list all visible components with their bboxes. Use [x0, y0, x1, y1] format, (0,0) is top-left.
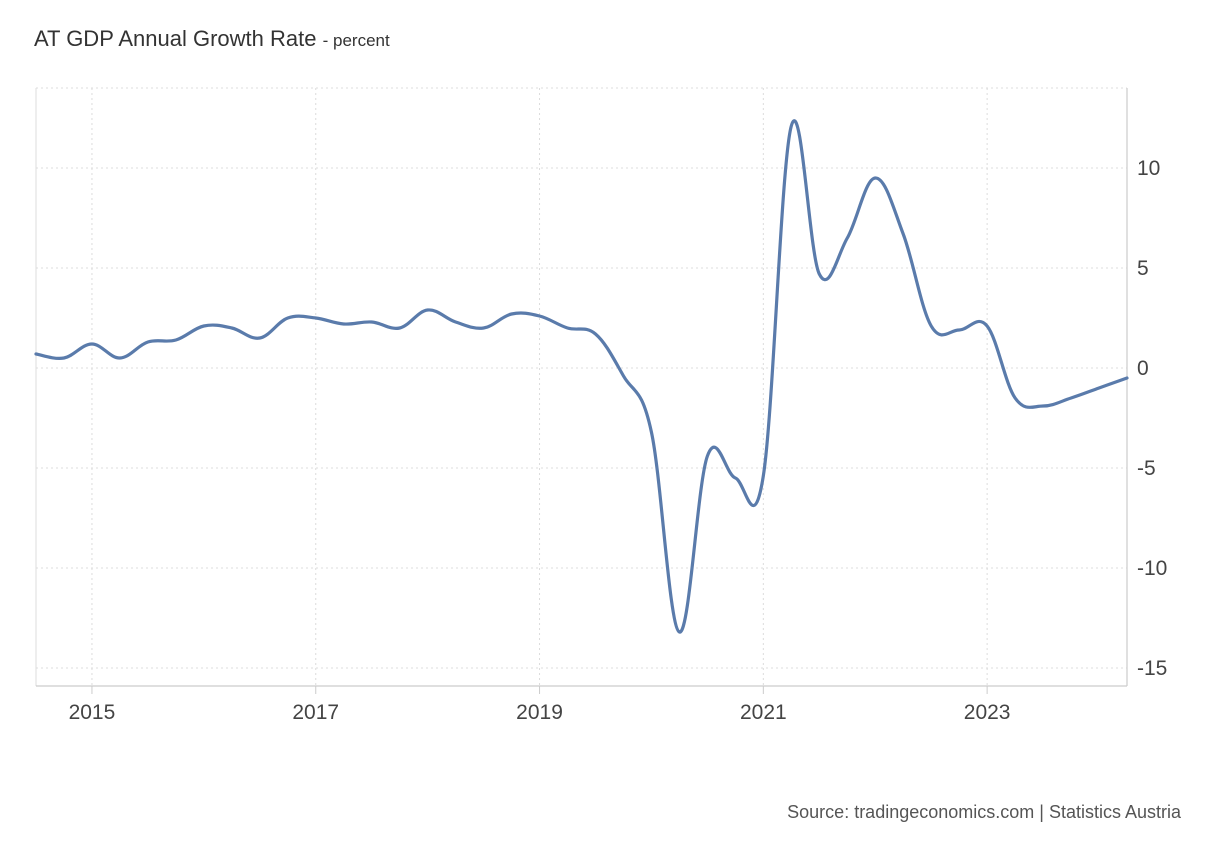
chart-title-text: AT GDP Annual Growth Rate — [34, 26, 317, 51]
x-tick-label: 2017 — [292, 701, 339, 724]
chart-unit-label: - percent — [322, 31, 390, 50]
y-tick-label: 5 — [1137, 257, 1149, 280]
axes — [36, 88, 1128, 694]
x-tick-label: 2019 — [516, 701, 563, 724]
grid-lines — [35, 87, 1127, 686]
y-tick-label: -10 — [1137, 557, 1167, 580]
x-tick-label: 2021 — [740, 701, 787, 724]
y-tick-label: -5 — [1137, 457, 1156, 480]
chart-title: AT GDP Annual Growth Rate - percent — [34, 26, 390, 52]
x-tick-label: 2015 — [69, 701, 116, 724]
source-note: Source: tradingeconomics.com | Statistic… — [787, 802, 1181, 822]
y-tick-label: 10 — [1137, 157, 1160, 180]
x-tick-labels: 2015 2017 2019 2021 2023 — [69, 701, 1011, 724]
y-tick-label: -15 — [1137, 657, 1167, 680]
series-line — [34, 119, 1129, 634]
series-layer — [34, 119, 1129, 634]
y-tick-labels: 10 5 0 -5 -10 -15 — [1137, 157, 1167, 680]
y-tick-label: 0 — [1137, 357, 1149, 380]
x-tick-label: 2023 — [964, 701, 1011, 724]
